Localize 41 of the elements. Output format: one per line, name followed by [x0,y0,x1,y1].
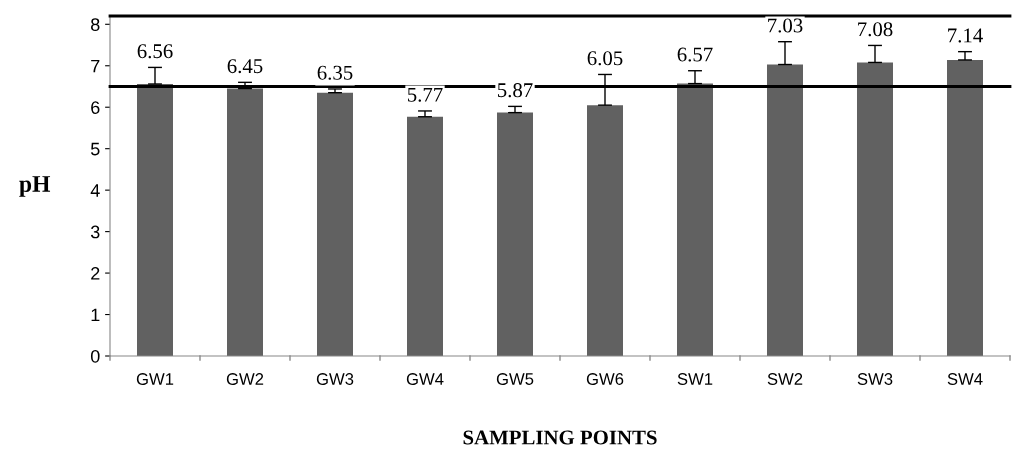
x-tick-label: GW4 [406,373,444,385]
bar [317,92,353,356]
x-tick-label: GW2 [226,373,264,385]
data-label: 6.56 [137,44,173,59]
data-label: 7.08 [858,22,893,37]
y-tick-label: 3 [90,225,100,239]
y-tick-label: 5 [90,142,100,156]
x-tick-label: SW3 [857,373,893,385]
x-tick-label: GW5 [496,373,534,385]
bar [857,62,893,356]
data-label: 7.03 [768,18,803,33]
y-tick-label: 1 [91,308,100,322]
x-axis-title: SAMPLING POINTS [463,430,657,445]
y-tick-label: 7 [91,59,100,73]
data-label: 6.57 [677,47,713,62]
x-tick-label: SW1 [677,373,713,385]
x-tick-label: GW6 [586,373,624,385]
data-label: 6.45 [227,59,263,74]
bar [767,64,803,356]
bar [497,112,533,356]
y-tick-label: 6 [91,101,100,114]
bar [137,84,173,356]
y-tick-label: 4 [90,184,100,197]
x-tick-label: SW4 [947,373,983,385]
data-label: 5.87 [497,83,533,98]
y-axis-title: pH [19,176,51,197]
y-tick-label: 8 [91,18,100,32]
data-label: 6.05 [587,51,623,66]
bar [587,105,623,356]
x-tick-label: SW2 [767,373,803,385]
data-label: 5.77 [407,87,443,102]
x-tick-label: GW1 [136,373,174,385]
data-label: 7.14 [948,28,983,43]
bar [947,59,983,356]
x-tick-label: GW3 [316,373,354,385]
y-tick-label: 0 [90,349,100,363]
bar [227,88,263,356]
bar [407,116,443,356]
bar [677,83,713,356]
y-tick-label: 2 [91,267,100,280]
data-label: 6.35 [317,65,353,80]
